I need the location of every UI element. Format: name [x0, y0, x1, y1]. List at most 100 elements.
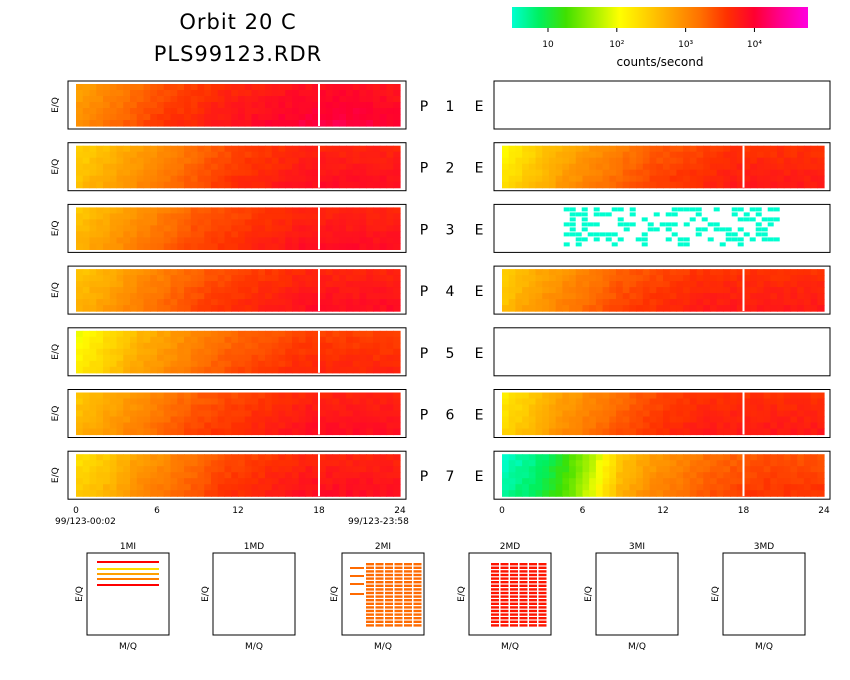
heat-cell: [332, 410, 340, 418]
heat-cell: [359, 213, 367, 220]
heat-cell: [663, 287, 671, 294]
heat-cell: [709, 484, 718, 491]
heat-cell: [689, 169, 698, 177]
heat-cell: [656, 269, 664, 276]
heat-cell: [386, 151, 394, 159]
heat-cell: [251, 354, 259, 362]
heat-cell: [217, 145, 226, 153]
heat-cell: [548, 169, 557, 177]
heat-cell: [96, 354, 104, 362]
heat-cell: [609, 275, 617, 282]
heat-cell: [116, 490, 124, 497]
heat-cell: [109, 219, 118, 226]
heat-cell: [292, 287, 300, 294]
mass-cell: [413, 566, 422, 569]
heat-cell: [305, 305, 313, 312]
heat-cell: [379, 410, 388, 418]
heat-cell: [109, 428, 118, 436]
heat-cell: [204, 472, 212, 479]
heat-cell: [689, 398, 698, 406]
mass-cell: [519, 591, 528, 595]
heat-cell: [278, 84, 286, 91]
heat-cell: [386, 225, 394, 232]
heat-cell: [244, 348, 253, 356]
heat-cell: [359, 108, 367, 115]
heat-cell: [150, 175, 158, 183]
heat-cell: [663, 398, 671, 406]
heat-cell: [548, 287, 557, 294]
heat-cell: [562, 416, 570, 424]
heat-cell: [669, 478, 678, 485]
heat-cell: [319, 287, 327, 294]
mass-panel-frame: [212, 552, 296, 636]
heat-cell: [265, 454, 273, 461]
heat-cell: [109, 84, 118, 91]
heat-cell: [204, 243, 212, 250]
heat-cell: [319, 120, 327, 127]
heat-cell: [783, 281, 792, 288]
heat-cell: [636, 392, 644, 400]
heat-cell: [298, 114, 307, 121]
heat-cell: [502, 392, 510, 400]
mass-cell: [519, 606, 528, 609]
heat-cell: [535, 175, 543, 183]
heat-cell: [616, 269, 624, 276]
heat-cell: [217, 360, 226, 368]
heat-cell: [359, 410, 367, 418]
heat-cell: [393, 484, 401, 491]
heat-cell: [683, 299, 691, 306]
heat-cell: [143, 428, 151, 436]
heat-cell: [238, 460, 246, 467]
heat-cell: [656, 410, 664, 418]
heat-cell: [555, 299, 563, 306]
heat-cell: [184, 275, 192, 282]
heat-cell: [251, 454, 259, 461]
heat-cell: [589, 287, 597, 294]
heat-cell: [197, 102, 205, 109]
heat-cell: [292, 219, 300, 226]
heat-cell: [285, 90, 293, 97]
heat-cell: [736, 151, 745, 159]
sparse-cell: [773, 217, 780, 222]
heat-cell: [325, 163, 334, 171]
heat-cell: [143, 120, 151, 127]
mass-cell: [413, 588, 422, 591]
heat-cell: [123, 354, 131, 362]
heat-cell: [386, 398, 394, 406]
heat-cell: [136, 348, 145, 356]
heat-cell: [244, 207, 253, 214]
heat-cell: [190, 84, 199, 91]
heat-cell: [231, 466, 239, 473]
heat-cell: [649, 454, 657, 461]
mass-cell: [366, 591, 374, 595]
right-panel: [493, 203, 831, 253]
heat-cell: [743, 175, 751, 183]
heat-cell: [763, 478, 771, 485]
heat-cell: [803, 145, 812, 153]
sparse-cell: [749, 237, 756, 242]
heat-cell: [238, 348, 246, 356]
heat-cell: [238, 330, 246, 338]
heat-cell: [803, 490, 812, 497]
heat-cell: [76, 108, 84, 115]
heat-cell: [386, 237, 394, 244]
heat-cell: [292, 366, 300, 374]
heat-cell: [569, 163, 577, 171]
heat-cell: [683, 281, 691, 288]
heat-cell: [130, 398, 138, 406]
heat-cell: [515, 305, 523, 312]
mass-cell: [404, 595, 412, 598]
heat-cell: [777, 145, 785, 153]
heat-cell: [595, 151, 604, 159]
heat-cell: [582, 410, 590, 418]
heat-cell: [515, 281, 523, 288]
heat-cell: [285, 398, 293, 406]
heat-cell: [136, 287, 145, 294]
heat-cell: [136, 96, 145, 103]
heat-cell: [716, 181, 724, 189]
heat-cell: [797, 428, 805, 436]
heat-cell: [750, 145, 758, 153]
heat-cell: [157, 478, 165, 485]
heat-cell: [197, 231, 205, 238]
heat-cell: [123, 428, 131, 436]
